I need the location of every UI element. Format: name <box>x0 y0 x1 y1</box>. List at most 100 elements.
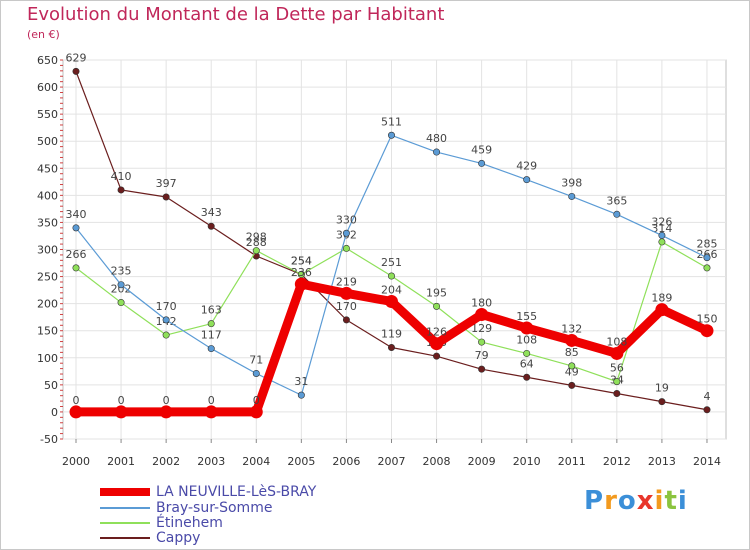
data-label: 31 <box>294 375 308 388</box>
data-point <box>613 210 621 218</box>
x-tick-label: 2011 <box>558 455 586 468</box>
data-point <box>297 391 305 399</box>
data-label: 71 <box>249 353 263 366</box>
data-point <box>342 316 350 324</box>
data-label: 285 <box>696 238 717 251</box>
brand-letter: o <box>617 486 637 516</box>
x-tick-label: 2014 <box>693 455 721 468</box>
legend-label: Cappy <box>156 529 201 546</box>
data-label: 170 <box>336 300 357 313</box>
data-label: 4 <box>703 390 710 403</box>
data-point <box>478 365 486 373</box>
data-point <box>520 321 534 335</box>
y-tick-label: 0 <box>51 406 58 419</box>
data-label: 459 <box>471 143 492 156</box>
data-point <box>387 131 395 139</box>
data-point <box>568 362 576 370</box>
chart-title: Evolution du Montant de la Dette par Hab… <box>27 4 445 25</box>
brand-letter: x <box>636 486 655 516</box>
data-point <box>162 331 170 339</box>
data-label: 180 <box>471 296 492 309</box>
data-point <box>610 346 624 360</box>
x-tick-label: 2002 <box>152 455 180 468</box>
data-point <box>117 186 125 194</box>
data-point <box>703 254 711 262</box>
data-label: 0 <box>73 394 80 407</box>
data-label: 397 <box>156 177 177 190</box>
data-point <box>478 338 486 346</box>
data-label: 629 <box>66 51 87 64</box>
data-label: 398 <box>561 176 582 189</box>
data-point <box>475 307 489 321</box>
x-tick-label: 2009 <box>468 455 496 468</box>
y-tick-label: 50 <box>44 379 58 392</box>
data-point <box>252 369 260 377</box>
legend-swatch <box>100 506 150 509</box>
data-point <box>433 352 441 360</box>
data-point <box>700 324 714 338</box>
x-tick-label: 2004 <box>242 455 270 468</box>
data-label: 163 <box>201 304 222 317</box>
brand-letter: i <box>654 486 665 516</box>
y-tick-label: 400 <box>37 189 58 202</box>
y-tick-label: 200 <box>37 298 58 311</box>
data-label: 235 <box>111 265 132 278</box>
data-label: 330 <box>336 213 357 226</box>
data-label: 254 <box>291 254 312 267</box>
data-point <box>655 303 669 317</box>
data-point <box>433 302 441 310</box>
y-tick-label: 300 <box>37 244 58 257</box>
data-point <box>430 337 444 351</box>
x-tick-label: 2007 <box>377 455 405 468</box>
data-point <box>249 405 263 419</box>
brand-letter: i <box>677 486 688 516</box>
data-point <box>69 405 83 419</box>
y-tick-label: 600 <box>37 81 58 94</box>
data-label: 0 <box>163 394 170 407</box>
data-point <box>523 349 531 357</box>
y-tick-label: 550 <box>37 108 58 121</box>
data-label: 511 <box>381 115 402 128</box>
x-tick-label: 2008 <box>423 455 451 468</box>
legend-item-etinehem: Étinehem <box>100 514 223 531</box>
data-label: 288 <box>246 236 267 249</box>
data-label: 49 <box>565 365 579 378</box>
data-point <box>433 148 441 156</box>
data-point <box>613 378 621 386</box>
data-point <box>387 272 395 280</box>
data-point <box>703 406 711 414</box>
legend-swatch <box>100 521 150 524</box>
y-tick-label: 100 <box>37 352 58 365</box>
data-point <box>162 316 170 324</box>
y-tick-label: 650 <box>37 54 58 67</box>
data-point <box>613 390 621 398</box>
y-tick-label: 150 <box>37 325 58 338</box>
data-label: 0 <box>253 394 260 407</box>
legend-item-cappy: Cappy <box>100 529 201 546</box>
data-label: 119 <box>381 327 402 340</box>
data-label: 195 <box>426 286 447 299</box>
data-label: 0 <box>208 394 215 407</box>
data-label: 0 <box>118 394 125 407</box>
data-point <box>523 373 531 381</box>
data-point <box>658 398 666 406</box>
data-label: 365 <box>606 194 627 207</box>
data-point <box>204 405 218 419</box>
data-point <box>72 224 80 232</box>
legend-label: Étinehem <box>156 514 223 531</box>
data-label: 480 <box>426 132 447 145</box>
data-point <box>252 247 260 255</box>
data-point <box>207 345 215 353</box>
x-tick-label: 2010 <box>513 455 541 468</box>
x-tick-label: 2001 <box>107 455 135 468</box>
data-point <box>658 238 666 246</box>
legend-swatch <box>100 487 150 496</box>
data-point <box>478 159 486 167</box>
data-label: 204 <box>381 283 402 296</box>
data-label: 129 <box>471 322 492 335</box>
data-point <box>342 244 350 252</box>
data-label: 298 <box>246 231 267 244</box>
data-label: 126 <box>426 326 447 339</box>
data-point <box>117 281 125 289</box>
